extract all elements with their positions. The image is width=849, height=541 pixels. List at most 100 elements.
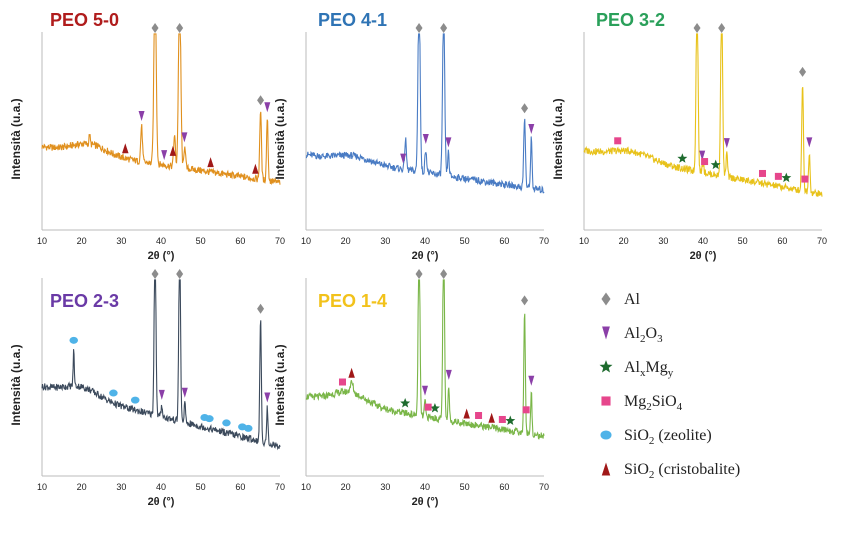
y-axis-label: Intensità (u.a.) (551, 98, 565, 179)
panel-title: PEO 2-3 (50, 291, 119, 311)
legend-symbol-al2o3 (602, 326, 610, 340)
x-tick-label: 50 (196, 236, 206, 246)
phase-marker-mg2sio4 (614, 137, 622, 145)
x-tick-label: 60 (499, 482, 509, 492)
phase-marker-al (440, 23, 448, 33)
panel-title: PEO 3-2 (596, 10, 665, 30)
x-tick-label: 30 (658, 236, 668, 246)
x-tick-label: 60 (235, 482, 245, 492)
phase-marker-sio2-cristobalite (463, 408, 470, 419)
x-tick-label: 10 (37, 236, 47, 246)
phase-marker-al (718, 23, 726, 33)
phase-marker-sio2-cristobalite (207, 157, 214, 168)
phase-marker-sio2-zeolite (244, 424, 253, 432)
x-tick-label: 50 (460, 482, 470, 492)
phase-marker-sio2-cristobalite (252, 163, 259, 174)
x-tick-label: 40 (420, 236, 430, 246)
phase-marker-alxmgy (505, 415, 516, 426)
phase-marker-mg2sio4 (759, 169, 766, 177)
legend-symbol-alxmgy (599, 360, 613, 373)
x-tick-label: 40 (698, 236, 708, 246)
phase-marker-al2o3 (181, 132, 188, 143)
phase-marker-al (415, 269, 423, 279)
phase-marker-mg2sio4 (424, 403, 432, 411)
phase-marker-al (521, 295, 529, 306)
legend-symbol-al (601, 292, 611, 306)
phase-marker-al2o3 (422, 385, 428, 396)
x-tick-label: 70 (275, 482, 285, 492)
legend-item-alxmgy: AlxMgy (599, 359, 674, 379)
legend-item-al2o3: Al2O3 (602, 325, 663, 345)
x-tick-label: 70 (539, 482, 549, 492)
phase-marker-al (176, 269, 184, 279)
legend-label: SiO2 (cristobalite) (624, 461, 740, 481)
phase-marker-al2o3 (699, 150, 706, 161)
phase-marker-mg2sio4 (801, 175, 809, 183)
phase-marker-mg2sio4 (522, 406, 530, 414)
phase-marker-al (151, 269, 159, 279)
phase-marker-mg2sio4 (701, 158, 709, 166)
x-tick-label: 20 (77, 482, 87, 492)
phase-marker-mg2sio4 (338, 378, 346, 386)
phase-marker-sio2-zeolite (205, 415, 214, 423)
x-tick-label: 20 (341, 482, 351, 492)
phase-marker-mg2sio4 (498, 415, 506, 423)
phase-marker-al (257, 303, 265, 314)
x-tick-label: 10 (301, 482, 311, 492)
phase-marker-al2o3 (422, 133, 429, 144)
x-tick-label: 70 (275, 236, 285, 246)
phase-marker-sio2-cristobalite (488, 412, 495, 423)
phase-marker-al (799, 66, 807, 77)
legend-symbol-sio2-zeolite (600, 430, 612, 440)
legend-symbol-sio2-cristobalite (601, 462, 611, 476)
x-tick-label: 30 (380, 236, 390, 246)
xrd-panel-4: PEO 2-3 10 20 30 40 50 60 70 2θ (°) Intensità (u.… (9, 269, 285, 508)
x-tick-label: 50 (196, 482, 206, 492)
x-tick-label: 50 (738, 236, 748, 246)
diffractogram-line (41, 33, 281, 186)
phase-marker-al2o3 (158, 389, 165, 400)
legend-label: Al (624, 291, 641, 308)
phase-marker-al2o3 (528, 375, 535, 386)
x-axis-label: 2θ (°) (690, 250, 717, 262)
phase-marker-sio2-cristobalite (169, 145, 177, 156)
legend-label: AlxMgy (624, 359, 674, 379)
phase-marker-sio2-zeolite (130, 396, 140, 404)
phase-marker-al2o3 (138, 111, 145, 122)
legend-label: Al2O3 (624, 325, 663, 345)
phase-marker-alxmgy (781, 172, 792, 183)
x-tick-label: 60 (499, 236, 509, 246)
x-axis-label: 2θ (°) (148, 250, 175, 262)
x-tick-label: 30 (116, 236, 126, 246)
x-axis-label: 2θ (°) (148, 496, 175, 508)
phase-marker-alxmgy (677, 153, 688, 163)
xrd-panel-2: PEO 4-1 10 20 30 40 50 60 70 2θ (°) Intensità (u.… (273, 10, 549, 262)
diffractogram-line (305, 33, 545, 194)
x-tick-label: 60 (777, 236, 787, 246)
phase-marker-al2o3 (264, 392, 271, 403)
legend-item-mg2sio4: Mg2SiO4 (601, 393, 683, 413)
x-tick-label: 50 (460, 236, 470, 246)
x-tick-label: 10 (301, 236, 311, 246)
phase-marker-sio2-zeolite (222, 419, 231, 427)
phase-marker-al (521, 103, 529, 114)
phase-marker-al (693, 23, 701, 33)
phase-marker-al (257, 95, 265, 106)
x-tick-label: 10 (37, 482, 47, 492)
phase-marker-sio2-cristobalite (122, 143, 129, 154)
x-tick-label: 70 (817, 236, 827, 246)
panel-title: PEO 1-4 (318, 291, 387, 311)
x-tick-label: 60 (235, 236, 245, 246)
phase-marker-al2o3 (400, 153, 407, 164)
y-axis-label: Intensità (u.a.) (273, 344, 287, 425)
phase-marker-alxmgy (400, 398, 411, 408)
panel-title: PEO 5-0 (50, 10, 119, 30)
x-tick-label: 20 (619, 236, 629, 246)
phase-marker-mg2sio4 (774, 172, 782, 180)
phase-marker-sio2-zeolite (109, 389, 118, 397)
phase-marker-al2o3 (181, 387, 188, 398)
x-tick-label: 20 (341, 236, 351, 246)
phase-marker-al2o3 (528, 123, 535, 134)
phase-marker-alxmgy (710, 159, 721, 170)
